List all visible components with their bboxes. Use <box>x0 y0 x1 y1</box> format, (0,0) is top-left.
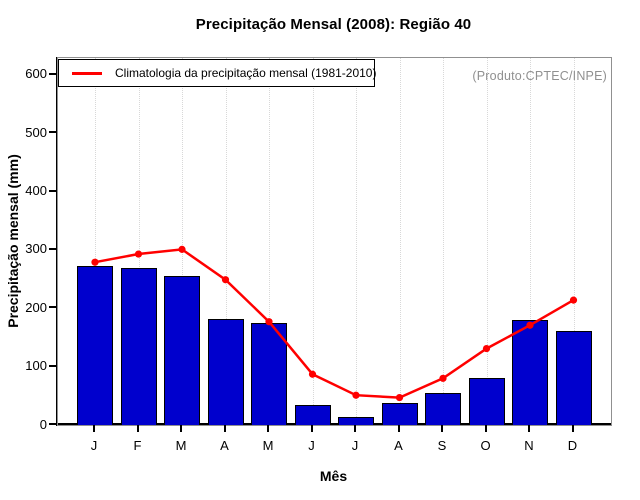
climatology-point-2 <box>134 250 143 258</box>
plot-area <box>57 57 612 426</box>
x-tick-11 <box>528 425 530 432</box>
x-tick-label-3: M <box>175 438 187 453</box>
bar-month-2 <box>120 268 157 425</box>
y-tick-label-600: 600 <box>25 66 47 82</box>
y-tick-100 <box>49 364 56 367</box>
climatology-line-layer <box>91 245 578 402</box>
x-tick-label-11: N <box>524 438 534 453</box>
gridline-a7 <box>399 58 401 425</box>
bar-month-4 <box>207 319 244 425</box>
gridline-a3 <box>225 58 227 425</box>
gridline-m4 <box>269 58 270 425</box>
x-tick-7 <box>354 425 356 432</box>
y-tick-label-200: 200 <box>25 299 47 315</box>
x-tick-label-12: D <box>567 438 578 453</box>
y-tick-label-300: 300 <box>25 241 47 257</box>
x-tick-5 <box>267 425 269 432</box>
x-tick-label-8: A <box>394 438 403 453</box>
y-tick-200 <box>49 306 56 309</box>
climatology-point-1 <box>91 258 99 266</box>
climatology-point-3 <box>178 245 186 253</box>
bar-month-8 <box>381 403 418 425</box>
x-tick-4 <box>223 425 226 432</box>
x-tick-label-5: M <box>262 438 274 453</box>
bar-month-12 <box>555 331 592 425</box>
gridline-j6 <box>356 58 357 425</box>
climatology-point-9 <box>439 374 447 382</box>
gridline-s8 <box>443 58 444 425</box>
chart-title: Precipitação Mensal (2008): Região 40 <box>195 16 472 33</box>
x-tick-3 <box>180 425 182 432</box>
bar-month-3 <box>164 276 200 425</box>
climatology-point-7 <box>352 391 360 399</box>
product-annotation: (Produto:CPTEC/INPE) <box>472 69 607 83</box>
gridline-o9 <box>486 58 488 425</box>
climatology-point-12 <box>569 296 578 304</box>
x-tick-label-10: O <box>480 438 491 453</box>
x-axis-line <box>56 423 611 425</box>
x-tick-8 <box>397 425 400 432</box>
x-tick-label-7: J <box>351 438 359 453</box>
y-tick-500 <box>49 131 56 134</box>
x-tick-label-6: J <box>308 438 315 453</box>
x-tick-9 <box>441 425 443 432</box>
y-tick-label-0: 0 <box>39 416 47 432</box>
bar-month-7 <box>338 417 374 425</box>
gridline-d11 <box>573 58 575 425</box>
bar-month-1 <box>77 266 113 425</box>
x-tick-12 <box>571 425 574 432</box>
bar-month-9 <box>425 393 461 425</box>
x-tick-label-9: S <box>437 438 447 453</box>
bar-month-10 <box>468 378 505 425</box>
x-tick-label-1: J <box>90 438 98 453</box>
y-tick-400 <box>49 189 56 192</box>
climatology-point-6 <box>308 370 317 378</box>
gridline-m2 <box>182 58 183 425</box>
x-tick-1 <box>93 425 95 432</box>
legend-label: Climatologia da precipitação mensal (198… <box>115 66 377 80</box>
y-tick-300 <box>49 247 56 250</box>
climatology-point-8 <box>395 393 404 402</box>
bar-month-6 <box>294 405 331 425</box>
x-tick-label-2: F <box>133 438 142 453</box>
x-tick-2 <box>136 425 139 432</box>
y-tick-label-400: 400 <box>25 183 47 199</box>
y-axis-label: Precipitação mensal (mm) <box>5 154 21 328</box>
y-tick-label-500: 500 <box>25 124 47 140</box>
y-tick-label-100: 100 <box>25 358 47 374</box>
bar-month-5 <box>251 323 287 425</box>
x-tick-10 <box>484 425 487 432</box>
gridline-j5 <box>312 58 314 425</box>
x-tick-6 <box>310 425 313 432</box>
climatology-point-10 <box>482 344 491 353</box>
legend-line-key <box>72 71 102 75</box>
legend-box: Climatologia da precipitação mensal (198… <box>58 59 377 87</box>
gridline-j0 <box>95 58 96 425</box>
climatology-point-11 <box>526 321 534 329</box>
climatology-line <box>94 248 575 399</box>
gridline-n10 <box>530 58 531 425</box>
x-tick-label-4: A <box>220 438 229 453</box>
climatology-point-4 <box>221 276 230 284</box>
gridline-f1 <box>138 58 140 425</box>
bar-month-11 <box>512 320 548 425</box>
x-axis-label: Mês <box>319 468 348 484</box>
y-tick-600 <box>49 72 56 75</box>
climatology-point-5 <box>265 318 273 326</box>
y-tick-0 <box>49 423 56 425</box>
